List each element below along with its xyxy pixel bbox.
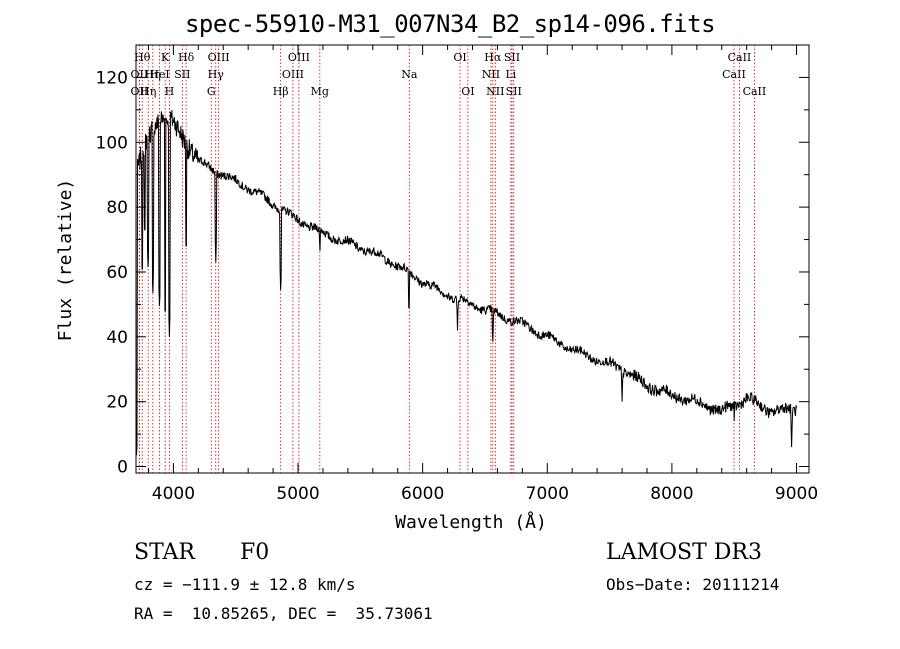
- y-tick-label: 0: [117, 458, 128, 478]
- line-marker-label: Hη: [140, 85, 156, 98]
- line-marker-label: Hη: [145, 68, 161, 81]
- y-tick-label: 80: [106, 198, 128, 218]
- x-axis-label: Wavelength (Å): [395, 511, 547, 533]
- line-marker-label: CaII: [743, 85, 767, 98]
- line-marker-label: Li: [505, 68, 516, 81]
- x-tick-label: 8000: [650, 484, 693, 504]
- line-marker-label: OIII: [208, 51, 230, 64]
- axis-ticks: 4000 5000 6000 7000 8000 9000 0 20 40 60 80 100 120: [96, 44, 818, 504]
- observation-date: Obs−Date: 20111214: [606, 575, 780, 594]
- line-marker-label: Na: [401, 68, 418, 81]
- line-marker-label: Mg: [311, 85, 329, 98]
- line-marker-label: OI: [453, 51, 466, 64]
- object-class: STAR: [134, 540, 195, 565]
- y-tick-label: 40: [106, 328, 128, 348]
- survey-name: LAMOST DR3: [606, 540, 762, 565]
- line-markers: HθOIIOIIHηHηHeIKHSIIHδGHγOIIIHβOIIIOIIIM…: [131, 45, 767, 473]
- y-tick-label: 60: [106, 263, 128, 283]
- line-marker-label: Hδ: [178, 51, 195, 64]
- line-marker-label: Hβ: [273, 85, 289, 98]
- line-marker-label: G: [207, 85, 216, 98]
- line-marker-label: SII: [174, 68, 190, 81]
- x-tick-label: 4000: [152, 484, 195, 504]
- line-marker-label: CaII: [728, 51, 752, 64]
- y-axis-label: Flux (relative): [55, 179, 76, 342]
- x-tick-label: 6000: [401, 484, 444, 504]
- line-marker-label: NII: [486, 85, 504, 98]
- line-marker-label: Hθ: [134, 51, 151, 64]
- x-tick-label: 5000: [276, 484, 319, 504]
- spectrum-line: [135, 110, 797, 456]
- line-marker-label: SII: [506, 85, 522, 98]
- object-subclass: F0: [240, 540, 270, 565]
- x-tick-label: 7000: [526, 484, 569, 504]
- chart-title: spec-55910-M31_007N34_B2_sp14-096.fits: [184, 10, 716, 38]
- line-marker-label: OIII: [288, 51, 310, 64]
- line-marker-label: OI: [461, 85, 474, 98]
- y-tick-label: 100: [96, 133, 128, 153]
- line-marker-label: H: [165, 85, 175, 98]
- line-marker-label: Hα: [484, 51, 502, 64]
- y-tick-label: 120: [96, 68, 128, 88]
- y-tick-label: 20: [106, 393, 128, 413]
- coordinates: RA = 10.85265, DEC = 35.73061: [134, 604, 433, 623]
- line-marker-label: SII: [504, 51, 520, 64]
- line-marker-label: Hγ: [208, 68, 225, 81]
- line-marker-label: OIII: [282, 68, 304, 81]
- line-marker-label: NII: [482, 68, 500, 81]
- line-marker-label: HeI: [149, 68, 169, 81]
- line-marker-label: CaII: [722, 68, 746, 81]
- x-tick-label: 9000: [775, 484, 818, 504]
- line-marker-label: K: [161, 51, 170, 64]
- line-marker-label: OII: [131, 85, 149, 98]
- redshift-velocity: cz = −111.9 ± 12.8 km/s: [134, 575, 356, 594]
